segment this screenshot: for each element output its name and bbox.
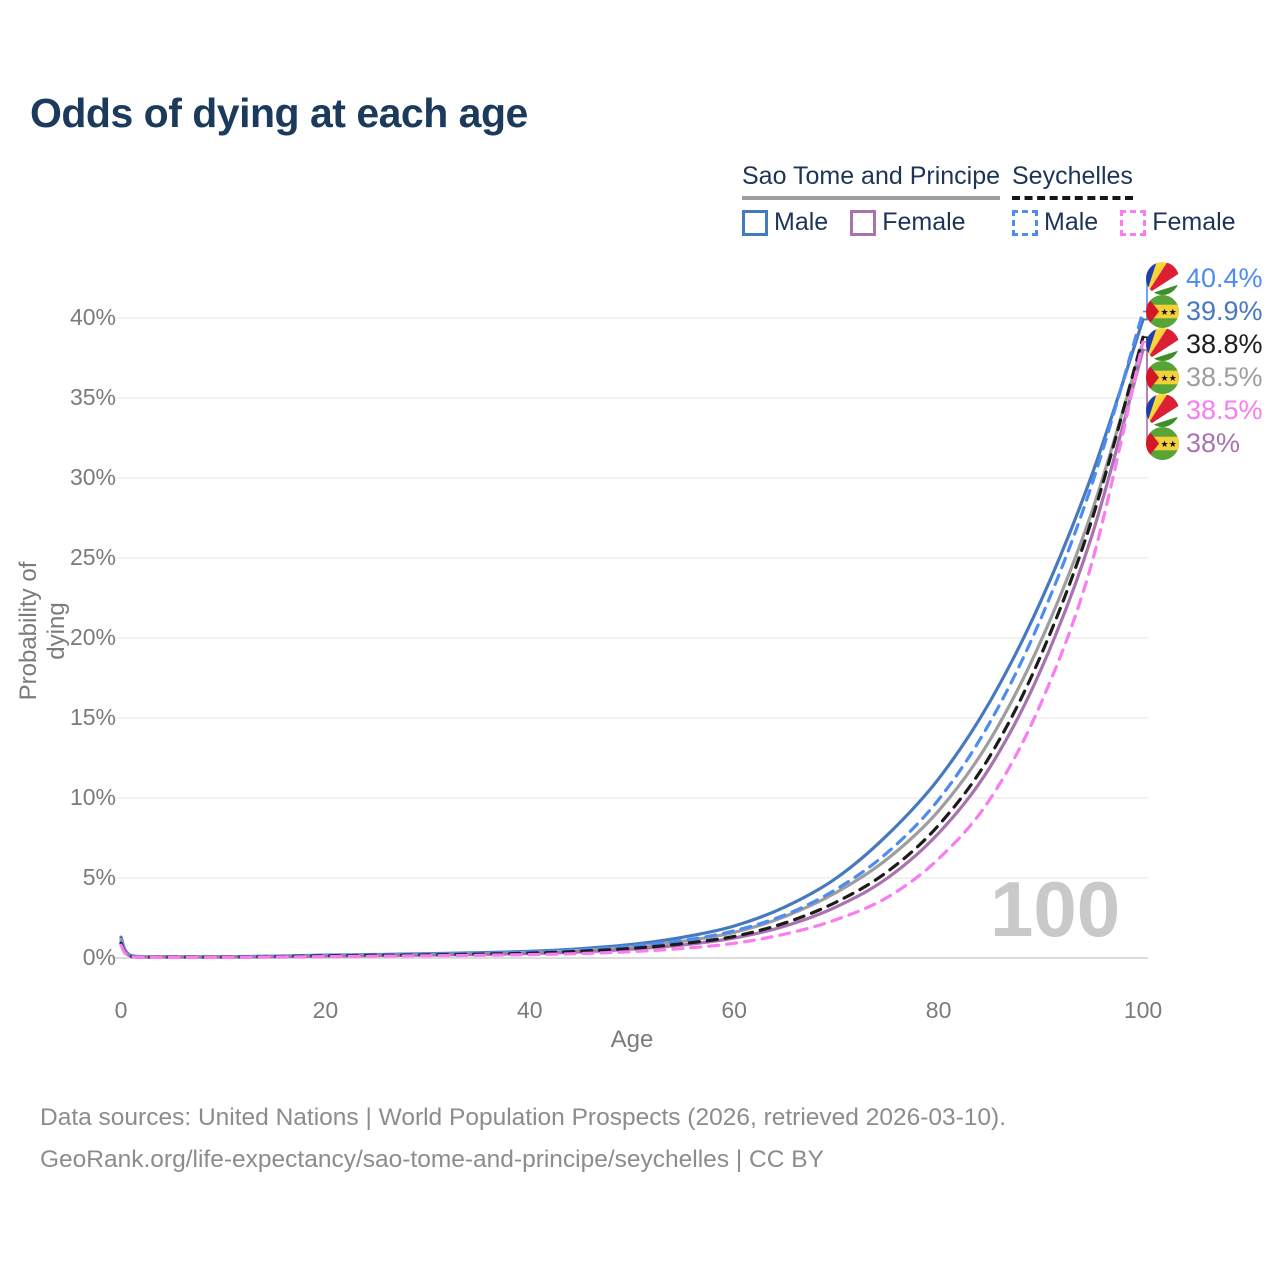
end-label-sey-all[interactable]: 38.8% [1146, 327, 1263, 361]
seychelles-flag-icon [1146, 327, 1179, 361]
age-watermark: 100 [990, 865, 1121, 953]
sao-tome-flag-icon: ★★ [1146, 294, 1179, 328]
legend-item-label: Male [1044, 208, 1099, 236]
page-title: Odds of dying at each age [30, 90, 528, 136]
x-tick-label: 60 [721, 997, 747, 1023]
x-tick-label: 20 [312, 997, 339, 1023]
end-label-st-all[interactable]: ★★ 38.5% [1146, 360, 1263, 394]
series-line-sey-female[interactable] [119, 340, 1145, 960]
x-tick-label: 80 [925, 997, 952, 1023]
y-tick-label: 40% [69, 304, 116, 330]
y-tick-label: 15% [69, 704, 116, 730]
legend-item-label: Male [774, 208, 829, 236]
footer-data-sources: Data sources: United Nations | World Pop… [40, 1104, 1007, 1131]
legend-swatch-icon [742, 209, 768, 236]
x-tick-label: 100 [1123, 997, 1163, 1023]
legend-item-seychelles-female[interactable]: Female [1120, 208, 1236, 237]
legend-item-sao-tome-and-principe-male[interactable]: Male [742, 208, 828, 237]
legend-item-label: Female [1152, 208, 1236, 236]
seychelles-flag-icon [1146, 261, 1179, 295]
y-tick-label: 30% [69, 464, 116, 490]
sao-tome-flag-icon: ★★ [1146, 360, 1179, 394]
legend-swatch-icon [850, 209, 877, 236]
legend-item-seychelles-male[interactable]: Male [1012, 208, 1098, 237]
end-label-st-female[interactable]: ★★ 38% [1146, 426, 1241, 460]
end-label-value: 38.5% [1186, 394, 1263, 425]
end-label-sey-female[interactable]: 38.5% [1146, 393, 1263, 427]
x-axis-label: Age [610, 1026, 654, 1053]
y-tick-label: 10% [69, 784, 116, 810]
end-label-st-male[interactable]: ★★ 39.9% [1146, 294, 1263, 328]
svg-text:★★: ★★ [1161, 372, 1178, 382]
x-tick-label: 40 [517, 997, 543, 1023]
end-label-value: 38% [1186, 427, 1241, 458]
end-label-value: 38.5% [1186, 361, 1263, 392]
legend-group-sao-tome-and-principe: Sao Tome and Principe Male Female [742, 162, 1001, 237]
x-tick-label: 0 [114, 997, 128, 1023]
legend-group-title-sao-tome-and-principe: Sao Tome and Principe [742, 162, 1001, 200]
end-label-value: 38.8% [1186, 328, 1263, 359]
svg-text:★★: ★★ [1161, 438, 1178, 448]
seychelles-flag-icon [1146, 393, 1179, 427]
legend-item-sao-tome-and-principe-female[interactable]: Female [850, 208, 966, 237]
y-axis-label: Probability of dying [15, 561, 70, 701]
sao-tome-flag-icon: ★★ [1146, 426, 1179, 460]
legend-group-title-seychelles: Seychelles [1012, 162, 1133, 200]
footer-url: GeoRank.org/life-expectancy/sao-tome-and… [40, 1146, 824, 1173]
svg-text:★★: ★★ [1161, 306, 1178, 316]
legend-swatch-icon [1120, 209, 1147, 236]
legend-item-label: Female [882, 208, 966, 236]
series-line-sey-male[interactable] [119, 310, 1145, 959]
end-label-sey-male[interactable]: 40.4% [1146, 261, 1263, 295]
y-tick-label: 35% [69, 384, 116, 410]
y-tick-label: 0% [82, 944, 116, 970]
y-tick-label: 20% [69, 624, 116, 650]
y-tick-label: 25% [69, 544, 116, 570]
y-tick-label: 5% [82, 864, 116, 890]
end-label-value: 40.4% [1186, 262, 1263, 293]
legend-group-seychelles: Seychelles Male Female [1012, 162, 1258, 237]
legend-swatch-icon [1012, 209, 1038, 236]
end-label-value: 39.9% [1186, 295, 1263, 326]
